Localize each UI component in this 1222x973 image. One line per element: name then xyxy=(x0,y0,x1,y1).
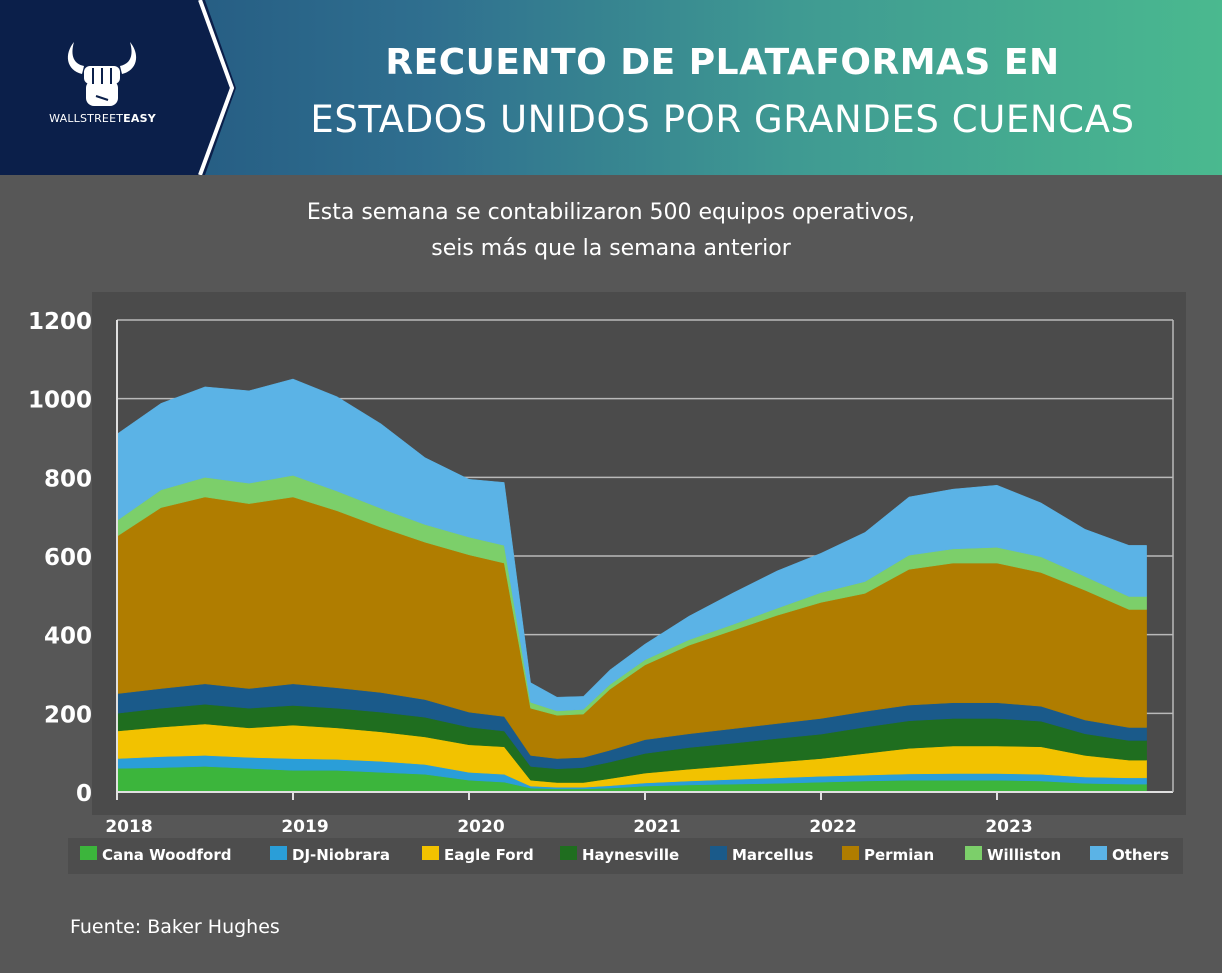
legend-swatch xyxy=(560,846,577,860)
legend-label: Haynesville xyxy=(582,846,679,864)
brand-wordmark: WALLSTREETEASY xyxy=(49,112,156,125)
y-tick-label: 1200 xyxy=(28,309,92,335)
chart-subtitle-line2: seis más que la semana anterior xyxy=(431,236,791,261)
y-tick-label: 1000 xyxy=(28,388,92,414)
legend-label: Williston xyxy=(987,846,1061,864)
legend-swatch xyxy=(1090,846,1107,860)
series-area-others xyxy=(116,378,1147,712)
legend-label: Eagle Ford xyxy=(444,846,534,864)
legend-label: Others xyxy=(1112,846,1169,864)
legend-swatch xyxy=(422,846,439,860)
header-chevron xyxy=(196,0,236,175)
y-tick-label: 200 xyxy=(44,702,92,728)
y-tick-label: 600 xyxy=(44,545,92,571)
legend-swatch xyxy=(842,846,859,860)
x-tick-label: 2023 xyxy=(985,817,1032,837)
legend-swatch xyxy=(965,846,982,860)
y-tick-label: 400 xyxy=(44,624,92,650)
x-tick-label: 2020 xyxy=(457,817,504,837)
page-title-line2: ESTADOS UNIDOS POR GRANDES CUENCAS xyxy=(310,98,1135,141)
x-tick-label: 2021 xyxy=(633,817,680,837)
x-tick-label: 2022 xyxy=(809,817,856,837)
legend-swatch xyxy=(80,846,97,860)
legend-background xyxy=(68,838,1183,874)
legend-swatch xyxy=(270,846,287,860)
legend-label: Marcellus xyxy=(732,846,813,864)
y-tick-label: 800 xyxy=(44,466,92,492)
y-tick-label: 0 xyxy=(76,781,92,807)
source-note: Fuente: Baker Hughes xyxy=(70,916,280,938)
page-title-line1: RECUENTO DE PLATAFORMAS EN xyxy=(385,42,1060,83)
bull-fist-logo-icon xyxy=(67,42,137,106)
chart-subtitle-line1: Esta semana se contabilizaron 500 equipo… xyxy=(306,200,916,225)
legend-label: Cana Woodford xyxy=(102,846,231,864)
legend-label: Permian xyxy=(864,846,934,864)
x-tick-label: 2018 xyxy=(105,817,152,837)
logo-panel: WALLSTREETEASY xyxy=(0,0,205,175)
legend-swatch xyxy=(710,846,727,860)
legend-label: DJ-Niobrara xyxy=(292,846,390,864)
x-tick-label: 2019 xyxy=(281,817,328,837)
